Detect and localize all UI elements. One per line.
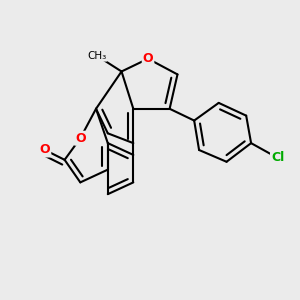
Text: O: O [40,143,50,157]
Text: O: O [75,132,86,145]
Text: CH₃: CH₃ [87,51,106,61]
Text: Cl: Cl [271,152,284,164]
Text: O: O [143,52,153,65]
